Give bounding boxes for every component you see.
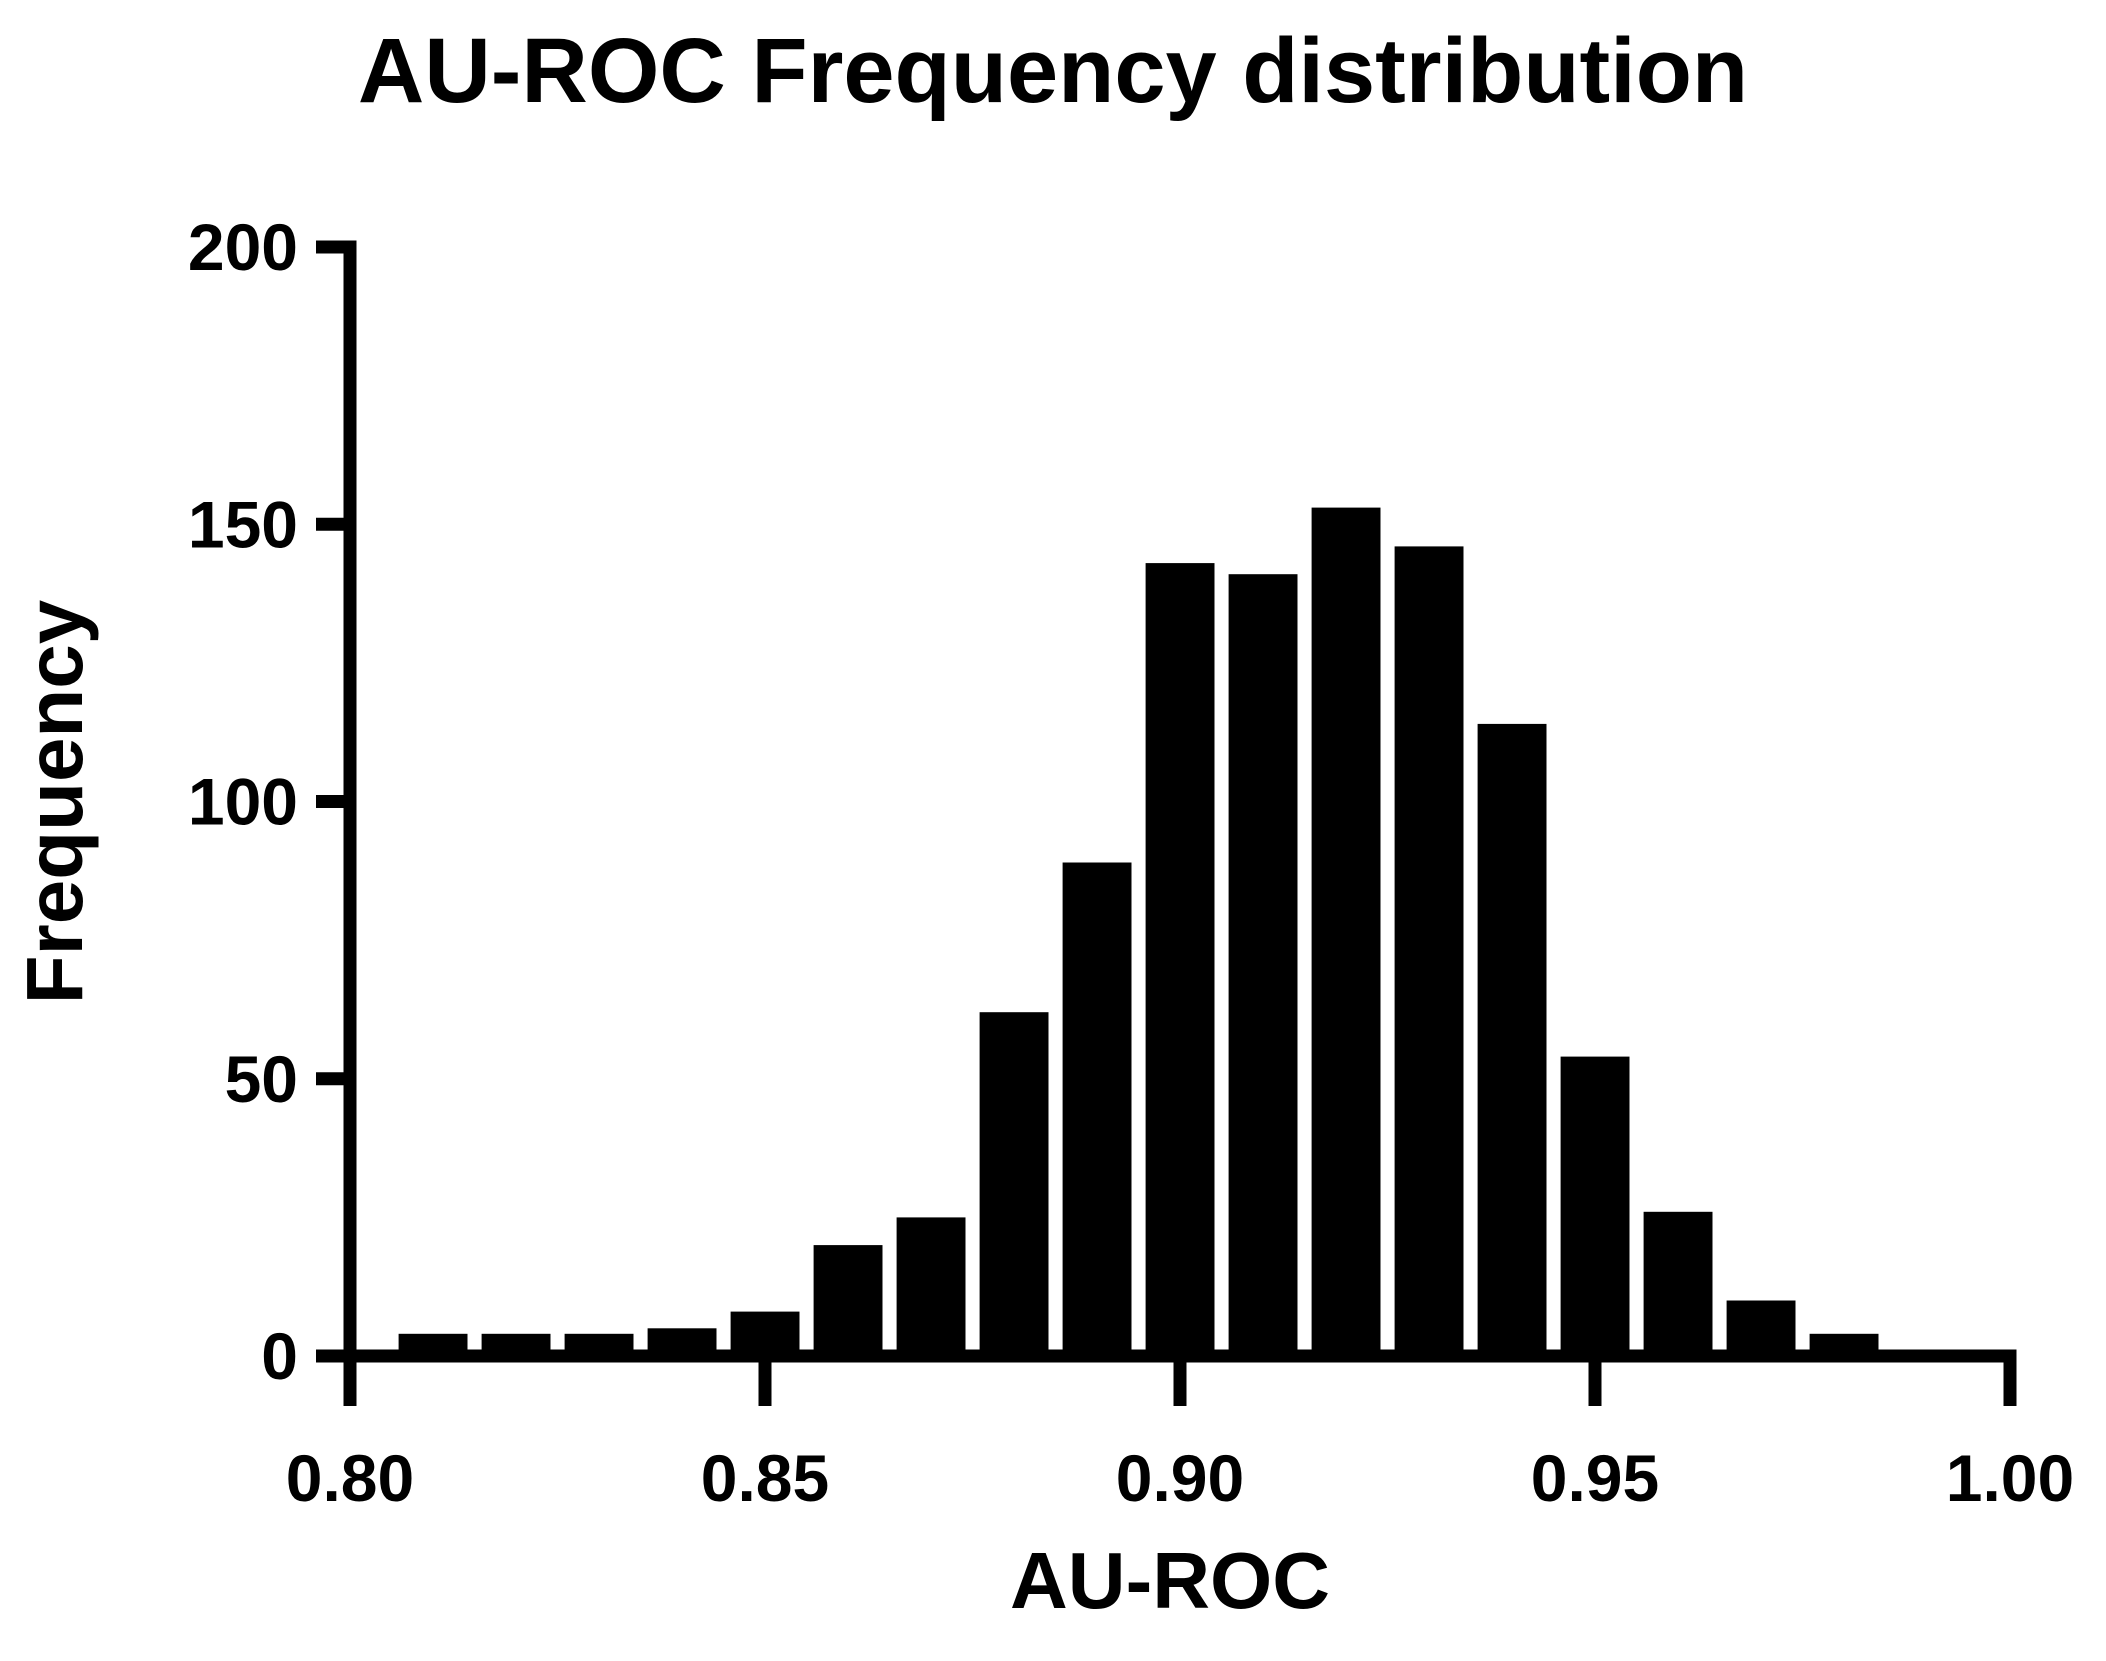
bar-5: [813, 1245, 883, 1356]
x-tick-label: 0.80: [286, 1441, 414, 1515]
bar-4: [730, 1311, 800, 1356]
bar-10: [1228, 574, 1298, 1356]
bar-9: [1145, 563, 1215, 1356]
y-axis-label: Frequency: [10, 599, 99, 1004]
bar-7: [979, 1012, 1049, 1356]
x-axis-label: AU-ROC: [1010, 1536, 1330, 1625]
bar-11: [1311, 507, 1381, 1357]
y-tick-label: 150: [188, 487, 298, 561]
y-tick-label: 50: [225, 1042, 298, 1116]
bar-16: [1726, 1300, 1796, 1356]
bar-13: [1477, 723, 1547, 1356]
y-tick-label: 100: [188, 765, 298, 839]
x-tick-label: 0.90: [1116, 1441, 1244, 1515]
chart-title: AU-ROC Frequency distribution: [358, 20, 1748, 122]
x-tick-label: 1.00: [1946, 1441, 2074, 1515]
x-tick-label: 0.85: [701, 1441, 829, 1515]
ticks: 0 50 100 150 200 0.80 0.85 0.90 0.95 1.00: [188, 210, 2074, 1515]
bar-15: [1643, 1211, 1713, 1356]
bar-8: [1062, 862, 1132, 1356]
bar-6: [896, 1217, 966, 1356]
bar-12: [1394, 546, 1464, 1356]
bar-14: [1560, 1056, 1630, 1356]
bars: [398, 507, 1879, 1357]
y-tick-label: 200: [188, 210, 298, 284]
axes: [316, 240, 2017, 1390]
x-tick-label: 0.95: [1531, 1441, 1659, 1515]
y-tick-label: 0: [261, 1319, 298, 1393]
